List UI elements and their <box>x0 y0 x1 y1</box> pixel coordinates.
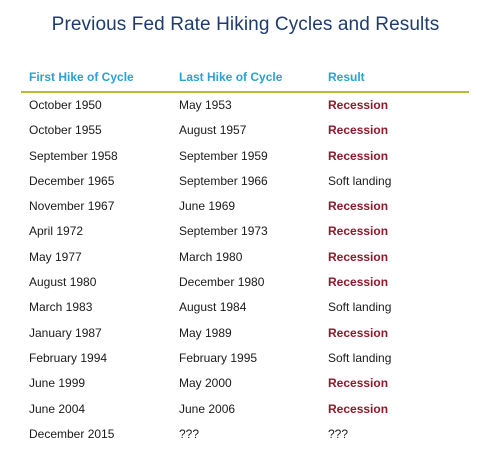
last-hike-cell: June 1969 <box>179 199 236 214</box>
table-row: November 1967 June 1969 Recession <box>0 194 491 219</box>
result-cell: Recession <box>328 123 389 138</box>
first-hike-cell: February 1994 <box>29 350 108 365</box>
first-hike-cell: November 1967 <box>29 199 115 214</box>
last-hike-cell: September 1959 <box>179 148 268 163</box>
first-hike-cell: June 1999 <box>29 376 86 391</box>
header-divider <box>21 91 469 93</box>
first-hike-cell: April 1972 <box>29 224 84 239</box>
result-cell: Recession <box>328 249 389 264</box>
first-hike-cell: September 1958 <box>29 148 118 163</box>
table-row: January 1987 May 1989 Recession <box>0 321 491 346</box>
last-hike-cell: June 2006 <box>179 401 236 416</box>
table-row: October 1955 August 1957 Recession <box>0 118 491 143</box>
result-cell: ??? <box>328 426 349 441</box>
first-hike-cell: January 1987 <box>29 325 102 340</box>
table-row: February 1994 February 1995 Soft landing <box>0 346 491 371</box>
result-cell: Recession <box>328 376 389 391</box>
table-row: December 1965 September 1966 Soft landin… <box>0 169 491 194</box>
result-cell: Soft landing <box>328 173 392 188</box>
first-hike-cell: May 1977 <box>29 249 82 264</box>
table-row: May 1977 March 1980 Recession <box>0 245 491 270</box>
table-row: October 1950 May 1953 Recession <box>0 93 491 118</box>
last-hike-cell: August 1957 <box>179 123 247 138</box>
first-hike-cell: October 1950 <box>29 98 102 112</box>
table-row: December 2015 ??? ??? <box>0 422 491 447</box>
column-header-last-hike: Last Hike of Cycle <box>179 70 283 84</box>
first-hike-cell: October 1955 <box>29 123 102 138</box>
result-cell: Recession <box>328 199 389 214</box>
table-row: March 1983 August 1984 Soft landing <box>0 295 491 320</box>
result-cell: Soft landing <box>328 300 392 315</box>
last-hike-cell: February 1995 <box>179 350 258 365</box>
first-hike-cell: March 1983 <box>29 300 93 315</box>
column-header-result: Result <box>328 70 365 84</box>
last-hike-cell: ??? <box>179 426 200 441</box>
last-hike-cell: September 1973 <box>179 224 268 239</box>
page-title: Previous Fed Rate Hiking Cycles and Resu… <box>51 14 440 35</box>
first-hike-cell: August 1980 <box>29 275 97 290</box>
table-row: June 2004 June 2006 Recession <box>0 397 491 422</box>
first-hike-cell: June 2004 <box>29 401 86 416</box>
column-header-first-hike: First Hike of Cycle <box>29 70 134 84</box>
result-cell: Recession <box>328 401 389 416</box>
result-cell: Recession <box>328 148 389 163</box>
last-hike-cell: September 1966 <box>179 173 268 188</box>
last-hike-cell: May 1989 <box>179 325 232 340</box>
table-body: October 1950 May 1953 Recession October … <box>0 93 491 447</box>
table-row: August 1980 December 1980 Recession <box>0 270 491 295</box>
result-cell: Recession <box>328 325 389 340</box>
table-row: September 1958 September 1959 Recession <box>0 144 491 169</box>
last-hike-cell: December 1980 <box>179 275 265 290</box>
table-header: First Hike of Cycle Last Hike of Cycle R… <box>0 70 491 86</box>
first-hike-cell: December 2015 <box>29 426 115 441</box>
result-cell: Recession <box>328 98 389 112</box>
last-hike-cell: May 2000 <box>179 376 232 391</box>
first-hike-cell: December 1965 <box>29 173 115 188</box>
table-row: June 1999 May 2000 Recession <box>0 371 491 396</box>
last-hike-cell: May 1953 <box>179 98 232 112</box>
table-row: April 1972 September 1973 Recession <box>0 219 491 244</box>
last-hike-cell: August 1984 <box>179 300 247 315</box>
result-cell: Soft landing <box>328 350 392 365</box>
result-cell: Recession <box>328 275 389 290</box>
result-cell: Recession <box>328 224 389 239</box>
last-hike-cell: March 1980 <box>179 249 243 264</box>
